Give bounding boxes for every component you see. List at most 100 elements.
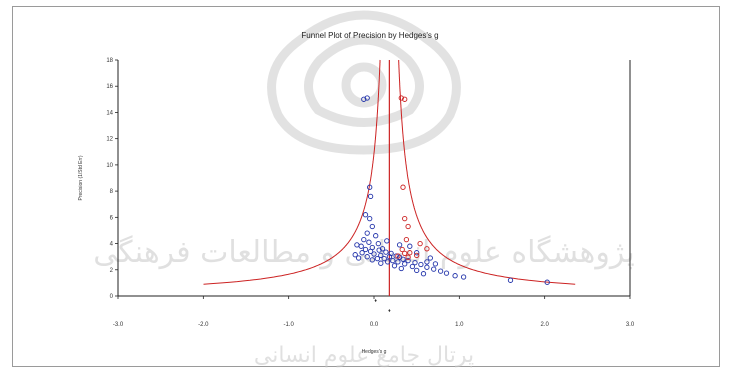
- observed-study-point: [460, 274, 467, 280]
- observed-study-point: [424, 264, 430, 270]
- y-tick-label: 10: [106, 163, 113, 169]
- funnel-curve-right: [398, 60, 576, 285]
- observed-study-point: [412, 259, 418, 266]
- observed-study-point: [437, 268, 444, 274]
- y-tick-label: 14: [106, 110, 113, 116]
- observed-study-point: [386, 254, 393, 260]
- observed-study-point: [378, 260, 384, 266]
- observed-study-point: [418, 261, 424, 268]
- observed-study-point: [420, 271, 427, 277]
- y-axis-ticks: 0 2 4 6 8 10 12 14 16 18: [106, 58, 118, 300]
- observed-study-point: [367, 215, 373, 222]
- imputed-study-point: [405, 223, 411, 230]
- observed-study-point: [369, 257, 375, 263]
- imputed-study-point: [405, 254, 411, 260]
- observed-study-point: [414, 267, 420, 274]
- y-tick-label: 2: [110, 268, 114, 274]
- x-tick-label: 3.0: [626, 322, 635, 328]
- observed-study-point: [358, 243, 364, 249]
- watermark-text-line2: پرتال جامع علوم انسانی: [254, 343, 474, 368]
- observed-study-point: [544, 279, 550, 285]
- y-tick-label: 0: [110, 294, 114, 300]
- x-tick-label: -3.0: [113, 322, 124, 328]
- observed-study-point: [452, 273, 458, 279]
- observed-study-point: [355, 255, 362, 261]
- observed-study-point: [369, 223, 375, 230]
- observed-study-point: [362, 246, 369, 253]
- observed-study-point: [364, 95, 370, 101]
- y-tick-label: 8: [110, 189, 114, 195]
- observed-study-point: [381, 255, 387, 262]
- y-tick-label: 6: [110, 215, 114, 221]
- observed-study-point: [364, 254, 370, 260]
- observed-study-point: [379, 246, 386, 252]
- x-tick-label: -2.0: [198, 322, 209, 328]
- observed-study-point: [373, 233, 379, 239]
- observed-study-point: [396, 242, 403, 248]
- y-tick-label: 18: [106, 58, 113, 64]
- observed-study-point: [402, 261, 408, 267]
- funnel-curve-left: [203, 59, 381, 285]
- observed-study-point: [385, 259, 391, 265]
- observed-study-point: [443, 270, 450, 276]
- y-tick-label: 4: [110, 242, 114, 248]
- observed-study-point: [393, 253, 399, 259]
- observed-study-point: [391, 263, 398, 269]
- observed-study-point: [424, 259, 430, 265]
- observed-study-point: [367, 184, 373, 190]
- observed-study-point: [384, 238, 390, 244]
- chart-title: Funnel Plot of Precision by Hedges's g: [301, 31, 438, 40]
- imputed-study-point: [414, 252, 420, 259]
- observed-study-point: [507, 277, 514, 283]
- x-tick-label: 0.0: [370, 322, 379, 328]
- observed-study-point: [398, 265, 404, 272]
- observed-study-point: [431, 266, 437, 272]
- watermark: پژوهشگاه علوم انسانی و مطالعات فرهنگی پر…: [93, 10, 635, 368]
- imputed-study-point: [402, 215, 408, 222]
- data-points: [352, 95, 550, 285]
- x-tick-label: -1.0: [283, 322, 294, 328]
- observed-study-point: [395, 259, 401, 265]
- combined-effect-marker-observed: ♦: [374, 298, 377, 304]
- observed-study-point: [390, 257, 396, 264]
- combined-effect-marker-imputed: ♦: [388, 308, 391, 314]
- observed-study-point: [407, 243, 413, 249]
- y-axis-label: Precision (1/Std Err): [78, 155, 84, 200]
- x-tick-label: 1.0: [455, 322, 464, 328]
- imputed-study-point: [402, 250, 408, 257]
- observed-study-point: [400, 256, 406, 262]
- imputed-study-point: [400, 184, 406, 190]
- imputed-study-point: [395, 253, 401, 259]
- x-axis-label: Hedges's g: [362, 349, 387, 355]
- imputed-study-point: [424, 246, 430, 252]
- observed-study-point: [361, 96, 367, 102]
- observed-study-point: [364, 230, 370, 236]
- observed-study-point: [378, 252, 384, 259]
- observed-study-point: [367, 248, 374, 255]
- observed-study-point: [427, 255, 433, 261]
- x-tick-label: 2.0: [540, 322, 549, 328]
- observed-study-point: [409, 263, 416, 270]
- observed-study-point: [405, 257, 411, 264]
- watermark-emblem: [267, 10, 461, 155]
- observed-study-point: [361, 236, 367, 243]
- imputed-study-point: [403, 236, 410, 243]
- observed-study-point: [375, 240, 381, 247]
- observed-study-point: [352, 252, 358, 258]
- observed-study-point: [414, 250, 420, 256]
- observed-study-point: [432, 261, 439, 267]
- observed-study-point: [367, 193, 374, 200]
- x-axis-ticks: -3.0 -2.0 -1.0 0.0 1.0 2.0 3.0: [113, 296, 635, 328]
- imputed-study-point: [417, 240, 423, 247]
- observed-study-point: [362, 212, 369, 218]
- imputed-study-point: [402, 96, 408, 102]
- y-tick-label: 16: [106, 84, 113, 90]
- observed-study-point: [376, 247, 382, 253]
- imputed-study-point: [398, 95, 404, 101]
- imputed-study-point: [407, 250, 413, 256]
- observed-study-point: [374, 255, 381, 262]
- observed-study-point: [366, 239, 372, 245]
- observed-study-point: [371, 251, 377, 257]
- imputed-study-point: [399, 246, 405, 253]
